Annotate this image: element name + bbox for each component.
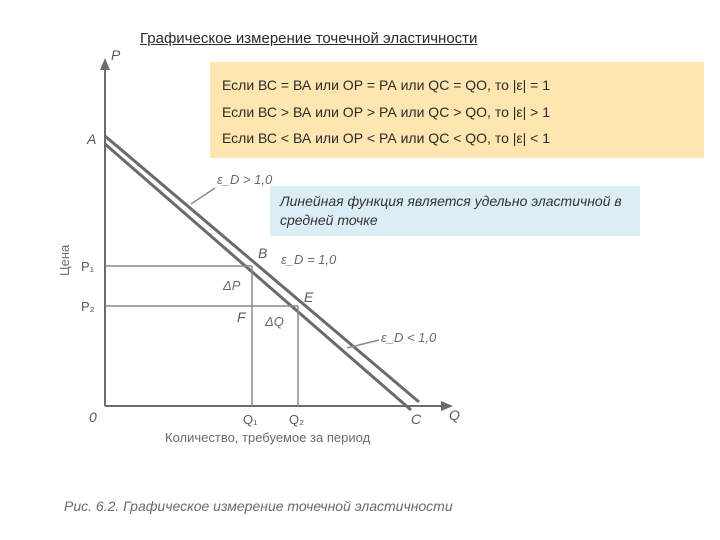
page-root: Графическое измерение точечной эластично… [0, 0, 720, 540]
label-eD-lt: ε_D < 1,0 [381, 330, 437, 345]
label-dP: ΔP [222, 278, 241, 293]
label-A: A [86, 131, 96, 147]
label-B: B [258, 245, 267, 261]
figure-caption: Рис. 6.2. Графическое измерение точечной… [64, 498, 453, 514]
x-axis-title: Количество, требуемое за период [165, 430, 371, 445]
label-C: C [411, 411, 422, 427]
label-E: E [304, 289, 314, 305]
y-axis-arrow-icon [100, 58, 110, 70]
y-axis-title: Цена [57, 244, 72, 276]
label-P1: P₁ [81, 259, 95, 274]
origin-label: 0 [89, 409, 97, 425]
caption-lead: Рис. 6.2. [64, 498, 119, 514]
label-eD-gt: ε_D > 1,0 [217, 172, 273, 187]
p-axis-label: P [111, 47, 121, 63]
label-F: F [237, 309, 247, 325]
label-eD-eq: ε_D = 1,0 [281, 252, 337, 267]
label-Q1: Q₁ [243, 412, 258, 427]
label-P2: P₂ [81, 299, 95, 314]
elasticity-graph: P Q 0 Цена Количество, требуемое за пери… [45, 36, 465, 456]
caption-text: Графическое измерение точечной эластично… [119, 498, 452, 514]
ptr-eD-gt [191, 188, 215, 204]
q-axis-label: Q [449, 407, 460, 423]
label-dQ: ΔQ [264, 314, 284, 329]
label-Q2: Q₂ [289, 412, 304, 427]
